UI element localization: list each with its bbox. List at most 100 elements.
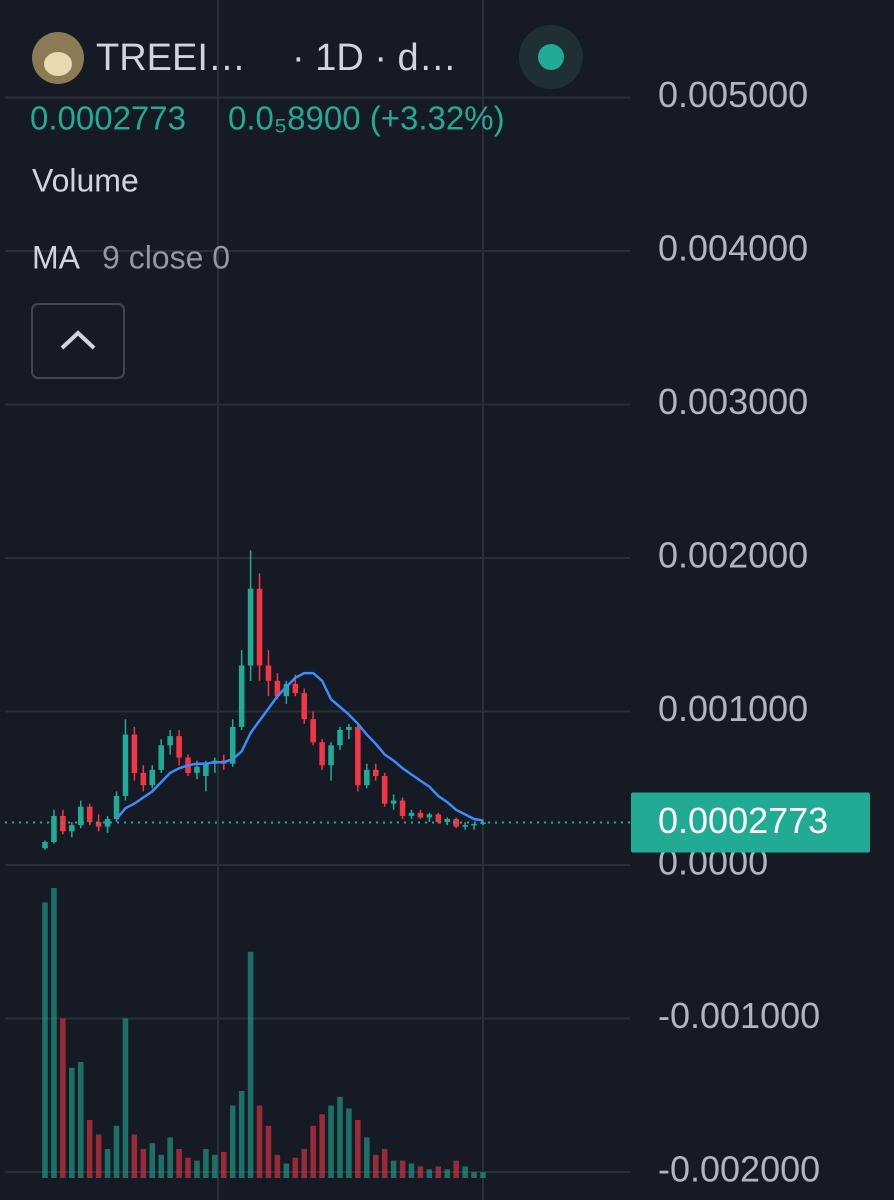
y-tick-label: 0.005000 bbox=[658, 74, 808, 115]
volume-bar bbox=[372, 1154, 379, 1178]
volume-bar bbox=[104, 1149, 111, 1178]
volume-bar bbox=[140, 1149, 147, 1178]
interval[interactable]: · 1D · d… bbox=[292, 37, 457, 79]
volume-bar bbox=[435, 1166, 442, 1178]
candle-body bbox=[95, 822, 102, 827]
last-price-label: 0.0002773 bbox=[658, 800, 828, 841]
candle-body bbox=[399, 800, 406, 816]
candle-body bbox=[229, 726, 236, 764]
volume-bar bbox=[444, 1169, 451, 1178]
candle-body bbox=[364, 769, 370, 786]
candle-body bbox=[355, 726, 361, 786]
candle-body bbox=[381, 776, 388, 804]
volume-bar bbox=[453, 1160, 459, 1178]
volume-bar bbox=[319, 1114, 325, 1178]
volume-bar bbox=[480, 1172, 486, 1178]
volume-bar bbox=[194, 1160, 200, 1178]
candle-body bbox=[444, 818, 451, 823]
symbol[interactable]: TREEI… bbox=[96, 37, 246, 79]
volume-bar bbox=[60, 1018, 66, 1178]
change: 0.0₅8900 (+3.32%) bbox=[228, 100, 505, 137]
volume-bar bbox=[355, 1120, 361, 1178]
volume-bar bbox=[176, 1149, 182, 1178]
candle-body bbox=[256, 588, 263, 666]
candle-body bbox=[462, 825, 468, 827]
y-tick-label: -0.002000 bbox=[658, 1149, 820, 1190]
volume-bar bbox=[310, 1125, 316, 1178]
volume-bar bbox=[212, 1154, 218, 1178]
candle-body bbox=[113, 795, 120, 819]
y-tick-label: 0.002000 bbox=[658, 535, 808, 576]
candle-body bbox=[319, 742, 325, 766]
candle-body bbox=[203, 763, 209, 777]
candle-body bbox=[265, 665, 272, 681]
last-price: 0.0002773 bbox=[30, 100, 186, 137]
candle-body bbox=[283, 683, 290, 697]
candle-body bbox=[247, 588, 254, 666]
volume-bar bbox=[221, 1151, 227, 1178]
volume-bar bbox=[149, 1143, 156, 1178]
volume-bar bbox=[301, 1149, 307, 1178]
volume-bar bbox=[426, 1169, 433, 1178]
volume-bar bbox=[283, 1163, 290, 1178]
y-tick-label: -0.001000 bbox=[658, 995, 820, 1036]
candle-body bbox=[346, 726, 352, 730]
candle-body bbox=[42, 842, 48, 849]
candle-body bbox=[301, 693, 307, 720]
volume-bar bbox=[229, 1105, 236, 1178]
y-tick-label: 0.003000 bbox=[658, 381, 808, 422]
y-tick-label: 0.001000 bbox=[658, 688, 808, 729]
volume-bar bbox=[77, 1062, 84, 1178]
volume-bar bbox=[337, 1096, 343, 1178]
volume-bar bbox=[265, 1125, 272, 1178]
chevron-up bbox=[60, 330, 96, 350]
volume-bar bbox=[408, 1163, 415, 1178]
candle-body bbox=[140, 772, 147, 786]
candle-body bbox=[122, 734, 129, 796]
candle-body bbox=[149, 769, 156, 786]
volume-bar bbox=[86, 1120, 93, 1178]
candle-body bbox=[86, 806, 93, 823]
candle-body bbox=[194, 766, 200, 773]
candle-body bbox=[372, 769, 379, 777]
volume-bar bbox=[471, 1172, 477, 1178]
last-price-box bbox=[631, 792, 870, 853]
volume-bar bbox=[390, 1160, 397, 1178]
volume-bar bbox=[69, 1067, 75, 1178]
volume-bar bbox=[167, 1137, 173, 1178]
candle-body bbox=[176, 736, 182, 758]
candle-body bbox=[471, 823, 477, 826]
volume-bar bbox=[274, 1154, 281, 1178]
volume-bar bbox=[247, 951, 254, 1178]
volume-bar bbox=[417, 1166, 424, 1178]
candle-body bbox=[417, 812, 424, 818]
volume-bar bbox=[42, 902, 48, 1178]
volume-bar bbox=[256, 1105, 263, 1178]
candle-body bbox=[337, 729, 343, 746]
volume-bar bbox=[95, 1134, 102, 1178]
status-dot[interactable] bbox=[538, 44, 564, 70]
candle-body bbox=[292, 683, 299, 694]
volume-bar bbox=[238, 1091, 245, 1178]
collapse-button[interactable] bbox=[31, 303, 125, 379]
candle-body bbox=[69, 825, 75, 832]
candle-body bbox=[158, 745, 164, 770]
candle-body bbox=[60, 815, 66, 832]
volume-bar bbox=[203, 1149, 209, 1178]
ma-name[interactable]: MA bbox=[32, 239, 81, 275]
volume-bar bbox=[51, 888, 57, 1178]
ma-line bbox=[115, 671, 484, 822]
candle-body bbox=[131, 734, 138, 773]
volume-bar bbox=[122, 1018, 129, 1178]
candle-body bbox=[167, 736, 173, 746]
candle-body bbox=[310, 719, 316, 743]
volume-bar bbox=[399, 1160, 406, 1178]
candle-body bbox=[435, 814, 442, 823]
volume-bar bbox=[292, 1157, 299, 1178]
candle-body bbox=[274, 680, 281, 697]
volume-label[interactable]: Volume bbox=[32, 162, 139, 198]
candle-body bbox=[453, 818, 459, 827]
volume-bar bbox=[381, 1149, 388, 1178]
volume-bar bbox=[185, 1157, 191, 1178]
